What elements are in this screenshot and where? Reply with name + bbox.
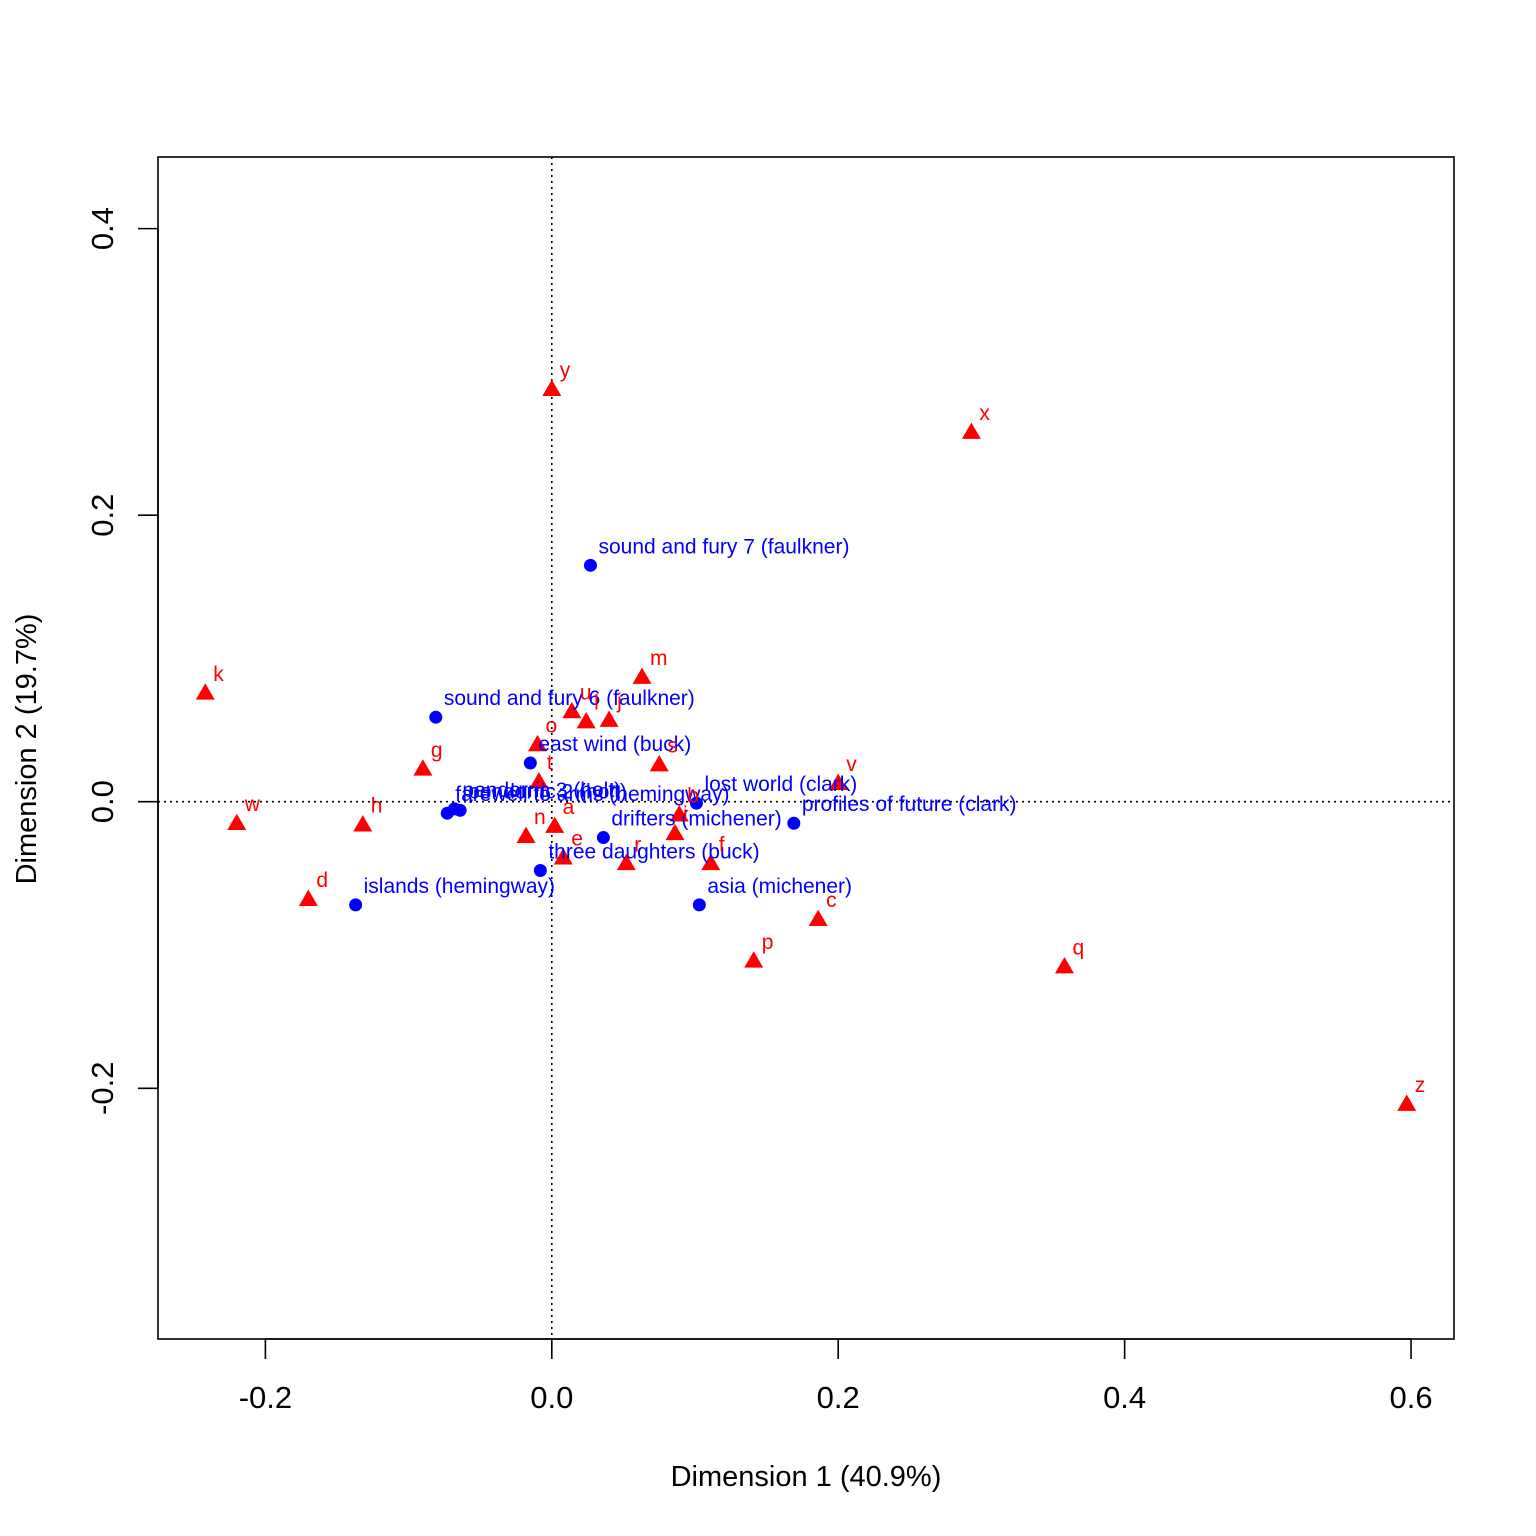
row-point-label: profiles of future (clark) [802, 793, 1017, 816]
column-point-label: j [616, 690, 622, 713]
column-point-label: c [826, 889, 837, 912]
row-point [689, 796, 703, 810]
column-point [353, 815, 373, 832]
column-point [616, 853, 636, 871]
column-point [542, 379, 562, 396]
row-point-label: three daughters (buck) [548, 840, 759, 863]
plot-points [195, 379, 1417, 1111]
column-point-label: i [683, 803, 688, 826]
column-point [298, 889, 318, 906]
column-point [599, 710, 619, 727]
column-point-label: r [634, 833, 641, 856]
column-point-label: y [560, 359, 571, 382]
x-tick-label: 0.0 [530, 1380, 573, 1415]
column-point [961, 422, 981, 439]
x-tick-label: 0.6 [1389, 1380, 1432, 1415]
column-point [669, 805, 689, 822]
reference-lines [158, 157, 1454, 1339]
row-point [596, 831, 610, 845]
column-point [1054, 956, 1074, 974]
plot-frame [157, 156, 1455, 1340]
column-point-label: f [719, 833, 725, 856]
row-point [523, 756, 537, 770]
column-point-label: a [563, 796, 575, 819]
row-point-label: drifters (michener) [611, 808, 781, 831]
column-point [744, 951, 764, 968]
column-point-label: z [1415, 1074, 1426, 1097]
row-point [692, 898, 706, 912]
column-point [553, 848, 573, 865]
column-point-label: b [687, 785, 699, 808]
row-point-label: farewell to arms (hemingway) [455, 783, 729, 806]
column-point [516, 826, 536, 843]
column-point [195, 683, 215, 700]
column-point [576, 711, 596, 729]
row-point [533, 863, 547, 877]
y-tick-label: 0.2 [85, 494, 120, 537]
row-point-label: islands (hemingway) [364, 875, 555, 898]
row-point-label: lost world (clark) [704, 773, 857, 796]
x-axis: -0.2 0.0 0.2 0.4 0.6 [239, 1338, 1433, 1415]
row-point [349, 898, 363, 912]
column-point [413, 759, 433, 776]
column-point-label: k [213, 663, 224, 686]
row-point-label: pendorric 3 (holt) [462, 779, 621, 802]
column-point [527, 734, 547, 752]
row-point-label: east wind (buck) [538, 733, 691, 756]
column-point-label: n [534, 806, 546, 829]
y-tick-label: 0.0 [85, 780, 120, 823]
column-point-label: m [650, 647, 668, 670]
column-point [665, 823, 685, 841]
column-point [1397, 1094, 1417, 1111]
column-point-label: o [545, 714, 557, 737]
column-point-label: d [316, 869, 328, 892]
row-point [453, 803, 467, 817]
column-point [649, 754, 669, 772]
row-point [787, 816, 801, 830]
column-point-label: u [580, 681, 592, 704]
x-tick-label: 0.2 [817, 1380, 860, 1415]
column-point-label: p [762, 931, 774, 954]
column-point-label: e [571, 828, 583, 851]
y-axis: -0.2 0.0 0.2 0.4 [85, 207, 159, 1115]
column-point [701, 853, 721, 871]
column-point-label: v [846, 753, 857, 776]
row-point-label: pendorric 2 (holt) [468, 780, 627, 803]
row-point-label: sound and fury 7 (faulkner) [598, 535, 849, 558]
row-point [440, 806, 454, 820]
column-point-label: x [979, 402, 990, 425]
column-point-label: s [667, 734, 678, 757]
point-labels: sound and fury 7 (faulkner) sound and fur… [213, 359, 1425, 1097]
column-point [562, 701, 582, 719]
row-point [583, 558, 597, 572]
column-point-label: w [244, 793, 261, 816]
column-point [632, 667, 652, 684]
column-point [529, 772, 549, 789]
row-point-label: sound and fury 6 (faulkner) [444, 687, 695, 710]
row-point-label: asia (michener) [707, 875, 852, 898]
y-tick-label: 0.4 [85, 207, 120, 250]
column-point-label: l [594, 691, 599, 714]
y-tick-label: -0.2 [85, 1062, 120, 1115]
column-point [808, 909, 828, 927]
column-point [828, 773, 848, 790]
row-point [429, 710, 443, 724]
x-tick-label: 0.4 [1103, 1380, 1146, 1415]
column-point-label: t [547, 752, 553, 775]
column-point [227, 813, 247, 831]
column-point-label: g [431, 739, 443, 762]
column-point-label: h [371, 795, 383, 818]
y-axis-title: Dimension 2 (19.7%) [11, 614, 43, 885]
column-point-label: q [1072, 936, 1084, 959]
x-axis-title: Dimension 1 (40.9%) [671, 1461, 942, 1493]
x-tick-label: -0.2 [239, 1380, 292, 1415]
column-point [545, 816, 565, 833]
